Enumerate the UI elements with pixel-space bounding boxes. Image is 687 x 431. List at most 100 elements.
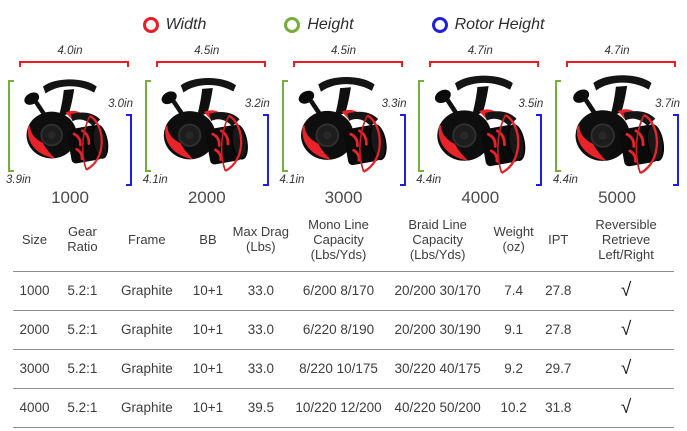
rotor-height-bracket [536, 114, 543, 186]
cell-size: 1000 [13, 270, 56, 311]
height-bracket [555, 80, 561, 172]
width-dimension-label: 4.5in [194, 45, 220, 57]
rotor-height-bracket [399, 114, 406, 186]
legend-item-height: Height [284, 16, 354, 34]
checkmark-icon: √ [578, 348, 674, 389]
reel-size-label: 1000 [51, 188, 89, 207]
height-bracket [8, 80, 14, 172]
rotor-height-bracket [262, 114, 269, 186]
column-header-size: Size [21, 231, 48, 247]
table-row-4000: 4000 5.2:1 Graphite 10+1 39.5 10/220 12/… [13, 387, 674, 428]
cell-frame: Graphite [108, 309, 185, 350]
cell-braid-line: 20/200 30/190 [386, 309, 489, 350]
cell-weight: 7.4 [488, 270, 539, 311]
width-bracket [19, 61, 129, 67]
width-bracket [566, 61, 676, 67]
cell-bb: 10+1 [184, 387, 232, 428]
table-row-5000: 5000 5.2:1 Graphite 10+1 39.5 12/220 14/… [13, 426, 674, 431]
rotor-height-dimension-label: 3.3in [381, 98, 407, 110]
checkmark-icon: √ [578, 309, 674, 350]
cell-mono-line: 6/200 8/170 [290, 270, 387, 311]
cell-weight: 9.1 [488, 309, 539, 350]
height-dimension-label: 3.9in [6, 174, 31, 186]
reel-figure-5000: 4.7in 4.4in 3.7in 5000 [550, 44, 684, 208]
cell-braid-line: 40/220 50/200 [386, 387, 489, 428]
spinning-reel-image [17, 68, 121, 190]
column-header-mono-line-capacity: Mono Line Capacity (Lbs/Yds) [308, 217, 369, 262]
reel-figure-4000: 4.7in 4.4in 3.5in 4000 [413, 44, 547, 208]
cell-gear-ratio: 5.2:1 [55, 270, 109, 311]
cell-size: 4000 [13, 387, 56, 428]
cell-mono-line: 10/220 12/200 [290, 387, 387, 428]
cell-frame: Graphite [108, 348, 185, 389]
cell-max-drag: 39.5 [231, 426, 291, 431]
cell-weight: 10.6 [488, 426, 539, 431]
checkmark-icon: √ [578, 270, 674, 311]
cell-frame: Graphite [108, 270, 185, 311]
table-row-1000: 1000 5.2:1 Graphite 10+1 33.0 6/200 8/17… [13, 270, 674, 311]
reel-figures-row: 4.0in 3.9in 3.0in 1000 4.5in 4.1in 3.2in… [0, 44, 687, 208]
cell-braid-line: 20/200 30/170 [386, 270, 489, 311]
column-header-weight: Weight (oz) [493, 224, 534, 255]
height-dimension-label: 4.4in [416, 174, 442, 186]
cell-mono-line: 6/220 8/190 [290, 309, 387, 350]
column-header-bb: BB [199, 231, 217, 247]
spinning-reel-image [154, 68, 261, 190]
legend-width-label: Width [165, 16, 207, 33]
cell-ipt: 29.7 [538, 348, 579, 389]
column-header-braid-line-capacity: Braid Line Capacity (Lbs/Yds) [408, 217, 467, 262]
cell-mono-line: 8/220 10/175 [290, 348, 387, 389]
cell-max-drag: 33.0 [231, 270, 291, 311]
spinning-reel-image [291, 68, 400, 190]
cell-size: 3000 [13, 348, 56, 389]
checkmark-icon: √ [578, 387, 674, 428]
cell-ipt: 27.8 [538, 270, 579, 311]
spec-table-header-row: Size Gear Ratio Frame BB Max Drag (Lbs) … [13, 212, 674, 271]
cell-max-drag: 33.0 [231, 348, 291, 389]
rotor-height-bracket [126, 114, 132, 186]
height-dimension-label: 4.4in [553, 174, 578, 186]
reel-size-label: 4000 [461, 188, 500, 207]
reel-figure-3000: 4.5in 4.1in 3.3in 3000 [277, 44, 411, 208]
width-bracket [155, 61, 266, 67]
cell-gear-ratio: 5.2:1 [55, 426, 109, 431]
cell-gear-ratio: 5.2:1 [55, 309, 109, 350]
column-header-frame: Frame [128, 231, 166, 247]
cell-max-drag: 39.5 [231, 387, 291, 428]
cell-bb: 10+1 [184, 270, 232, 311]
spinning-reel-image [564, 68, 679, 190]
table-row-3000: 3000 5.2:1 Graphite 10+1 33.0 8/220 10/1… [13, 348, 674, 389]
column-header-gear-ratio: Gear Ratio [67, 224, 98, 255]
legend-height-label: Height [307, 16, 354, 33]
checkmark-icon: √ [578, 426, 674, 431]
cell-frame: Graphite [108, 387, 185, 428]
width-dimension-label: 4.0in [57, 45, 83, 57]
cell-frame: Graphite [108, 426, 185, 431]
rotor-height-dimension-label: 3.0in [108, 98, 133, 110]
rotor-height-dimension-label: 3.5in [518, 98, 544, 110]
width-dimension-label: 4.7in [467, 45, 493, 57]
legend-item-width: Width [142, 16, 207, 34]
cell-bb: 10+1 [184, 426, 232, 431]
height-bracket [418, 80, 425, 172]
rotor-height-dimension-label: 3.2in [244, 98, 270, 110]
rotor-height-bracket [673, 114, 679, 186]
width-circle-icon [142, 17, 159, 33]
column-header-max-drag: Max Drag (Lbs) [232, 224, 290, 255]
height-dimension-label: 4.1in [279, 174, 305, 186]
reel-size-label: 2000 [187, 188, 226, 207]
cell-braid-line: 30/220 40/175 [386, 348, 489, 389]
reel-figure-2000: 4.5in 4.1in 3.2in 2000 [140, 44, 274, 208]
width-bracket [292, 61, 403, 67]
width-bracket [429, 61, 540, 67]
cell-mono-line: 12/220 14/190 [290, 426, 387, 431]
cell-size: 5000 [13, 426, 56, 431]
cell-ipt: 31.8 [538, 387, 579, 428]
legend-rotor-height-label: Rotor Height [454, 16, 545, 33]
cell-weight: 10.2 [488, 387, 539, 428]
column-header-ipt: IPT [548, 231, 569, 247]
table-row-2000: 2000 5.2:1 Graphite 10+1 33.0 6/220 8/19… [13, 309, 674, 350]
cell-ipt: 27.8 [538, 309, 579, 350]
dimension-legend: Width Height Rotor Height [0, 0, 687, 44]
legend-item-rotor-height: Rotor Height [431, 16, 545, 34]
